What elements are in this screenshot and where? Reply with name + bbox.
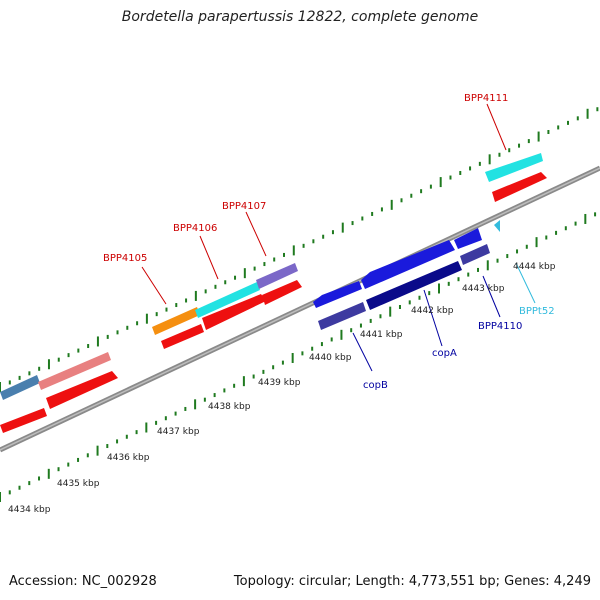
gene-label-bpp4106: BPP4106	[173, 223, 217, 234]
kbp-label: 4439 kbp	[258, 378, 301, 388]
kbp-label: 4436 kbp	[107, 453, 150, 463]
kbp-label: 4441 kbp	[360, 330, 403, 340]
gene-arrow[interactable]	[492, 172, 547, 202]
genome-summary: Topology: circular; Length: 4,773,551 bp…	[233, 574, 591, 589]
kbp-label: 4440 kbp	[309, 353, 352, 363]
map-title: Bordetella parapertussis 12822, complete…	[121, 9, 479, 25]
gene-block[interactable]	[256, 263, 298, 289]
gene-label-bpp4111: BPP4111	[464, 93, 508, 104]
gene-label-bpp4105: BPP4105	[103, 253, 147, 264]
gene-block[interactable]	[485, 153, 543, 182]
gene-block[interactable]	[0, 375, 40, 400]
upper-tick-track	[0, 107, 599, 392]
gene-arrow[interactable]	[454, 228, 482, 249]
gene-block[interactable]	[366, 261, 462, 310]
upper-gene-row	[0, 153, 543, 400]
kbp-label: 4443 kbp	[462, 284, 505, 294]
lower-gene-row	[313, 220, 500, 330]
kbp-label: 4442 kbp	[411, 306, 454, 316]
kbp-label: 4435 kbp	[57, 479, 100, 489]
kbp-label: 4437 kbp	[157, 427, 200, 437]
gene-label-copb: copB	[363, 380, 388, 391]
upper-red-row	[0, 172, 547, 433]
kbp-label: 4438 kbp	[208, 402, 251, 412]
gene-block[interactable]	[152, 307, 200, 335]
gene-arrow[interactable]	[262, 280, 302, 305]
gene-label-bpp4107: BPP4107	[222, 201, 266, 212]
gene-block[interactable]	[38, 352, 111, 390]
gene-block[interactable]	[460, 244, 490, 265]
lower-tick-track	[0, 212, 597, 502]
gene-label-bppt52: BPPt52	[519, 306, 555, 317]
gene-arrow[interactable]	[361, 240, 455, 289]
gene-label-copa: copA	[432, 348, 457, 359]
gene-block[interactable]	[318, 302, 366, 330]
gene-arrow[interactable]	[46, 371, 118, 409]
trna-mark[interactable]	[494, 220, 500, 232]
gene-arrow[interactable]	[313, 281, 362, 308]
gene-block[interactable]	[195, 282, 260, 318]
kbp-label: 4444 kbp	[513, 262, 556, 272]
gene-arrow[interactable]	[161, 324, 204, 349]
gene-arrow[interactable]	[0, 408, 47, 433]
gene-arrow[interactable]	[202, 294, 266, 330]
label-leaders	[141, 103, 536, 372]
kbp-label: 4434 kbp	[8, 505, 51, 515]
gene-label-bpp4110: BPP4110	[478, 321, 522, 332]
accession-label: Accession: NC_002928	[9, 574, 157, 589]
